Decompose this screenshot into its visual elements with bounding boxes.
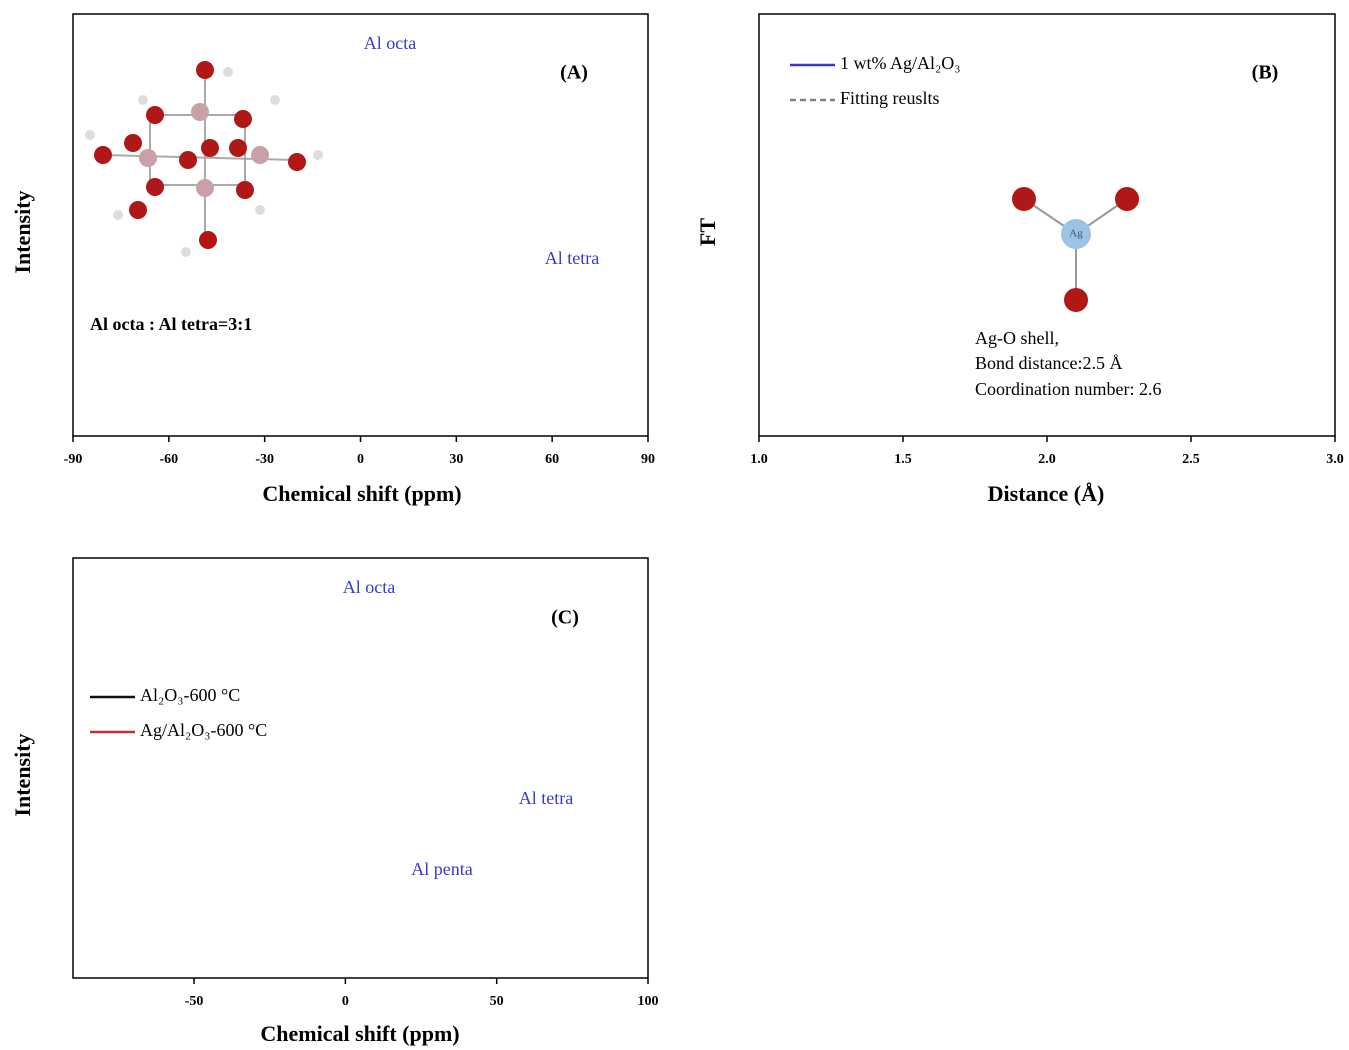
x-tick-label: 3.0 <box>1326 452 1344 467</box>
ag-molecule <box>1012 187 1139 312</box>
x-tick-label: 90 <box>641 452 655 467</box>
annotation: Al penta <box>411 859 472 879</box>
annotation: Al tetra <box>519 788 573 808</box>
panel-label: (B) <box>1252 62 1279 84</box>
x-tick-label: 2.0 <box>1038 452 1056 467</box>
annotation: Al octa <box>364 33 416 53</box>
x-axis-label: Distance (Å) <box>988 481 1105 506</box>
x-tick-label: 100 <box>638 994 659 1009</box>
x-tick-label: 0 <box>357 452 364 467</box>
figure: -90 -60 -30 0 30 60 90 Chemical shift (ppm) Inte… <box>0 0 1349 1050</box>
x-tick-label: 2.5 <box>1182 452 1200 467</box>
molecule-inset <box>85 61 323 257</box>
y-axis-label: Intensity <box>10 733 35 816</box>
panel-label: (A) <box>560 62 588 84</box>
x-tick-label: -90 <box>64 452 83 467</box>
annotation: Al octa : Al tetra=3:1 <box>90 314 252 334</box>
annotation: Al octa <box>343 577 395 597</box>
x-axis-label: Chemical shift (ppm) <box>260 1021 459 1046</box>
x-tick-label: 50 <box>490 994 504 1009</box>
legend-label: Ag/Al₂O₃-600 °C <box>140 720 267 740</box>
annotation: Bond distance:2.5 Å <box>975 353 1122 373</box>
legend-label: 1 wt% Ag/Al₂O₃ <box>840 53 961 73</box>
annotation: Ag-O shell, <box>975 328 1059 348</box>
y-axis-label: Intensity <box>10 190 35 273</box>
annotation: Ag <box>1069 228 1083 240</box>
x-tick-label: 1.5 <box>894 452 912 467</box>
legend-label: Fitting reuslts <box>840 88 940 108</box>
annotation: Coordination number: 2.6 <box>975 379 1161 399</box>
x-tick-label: 0 <box>342 994 349 1009</box>
x-tick-label: -30 <box>255 452 274 467</box>
y-axis-label: FT <box>695 218 720 246</box>
panel-label: (C) <box>551 607 579 629</box>
legend-label: Al₂O₃-600 °C <box>140 685 240 705</box>
x-tick-label: -60 <box>159 452 178 467</box>
x-tick-label: 1.0 <box>750 452 768 467</box>
x-axis-label: Chemical shift (ppm) <box>262 481 461 506</box>
x-tick-label: 30 <box>449 452 463 467</box>
x-tick-label: 60 <box>545 452 559 467</box>
annotation: Al tetra <box>545 248 599 268</box>
x-tick-label: -50 <box>185 994 204 1009</box>
